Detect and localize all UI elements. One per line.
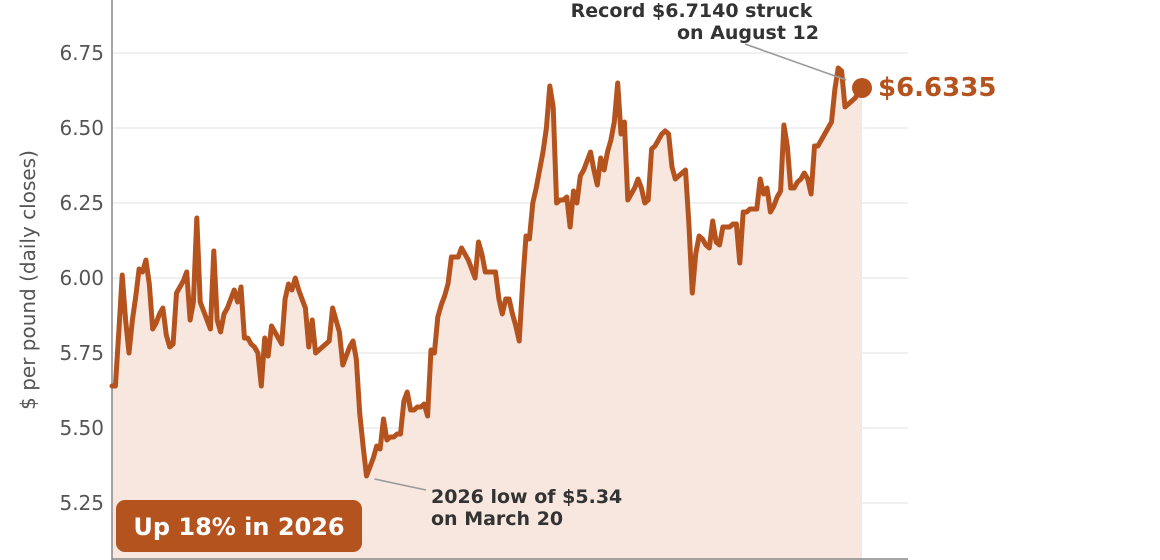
price-area-fill [112, 68, 862, 560]
low-annotation: 2026 low of $5.34 on March 20 [431, 486, 629, 530]
low-annotation-line1: 2026 low of $5.34 [431, 486, 622, 508]
price-series-line [109, 65, 865, 479]
record-annotation: Record $6.7140 struck on August 12 [571, 0, 819, 44]
record-leader-line [744, 43, 847, 81]
y-tick-label: 5.75 [59, 341, 104, 365]
y-tick-label: 5.25 [59, 491, 104, 515]
y-tick-label: 6.25 [59, 191, 104, 215]
y-tick-label: 6.00 [59, 266, 104, 290]
change-badge-text: Up 18% in 2026 [133, 513, 344, 541]
low-leader-line [374, 478, 427, 491]
record-annotation-line2: on August 12 [677, 22, 819, 44]
y-tick-label: 6.75 [59, 41, 104, 65]
y-tick-label: 5.50 [59, 416, 104, 440]
record-annotation-line1: Record $6.7140 struck [571, 0, 813, 22]
last-value-label: $6.6335 [878, 73, 996, 103]
y-axis-ticks: 5.25 5.50 5.75 6.00 6.25 6.50 6.75 [59, 41, 104, 515]
change-badge-background [116, 500, 362, 552]
y-tick-label: 6.50 [59, 116, 104, 140]
y-axis-label: $ per pound (daily closes) [16, 150, 40, 410]
low-annotation-line2: on March 20 [431, 508, 563, 530]
last-value-dot [852, 77, 872, 98]
